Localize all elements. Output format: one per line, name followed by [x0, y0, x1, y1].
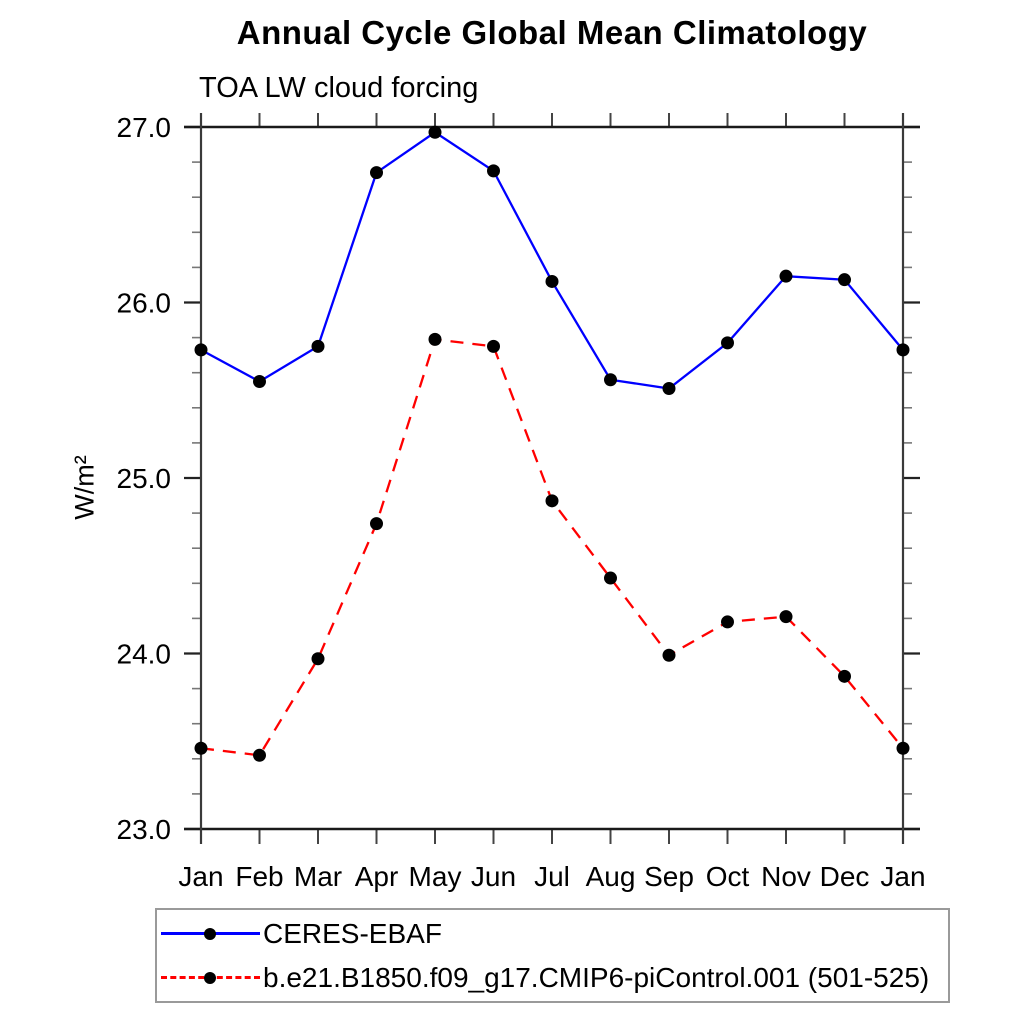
data-point-marker [428, 332, 442, 346]
x-tick-label: Feb [235, 861, 283, 892]
series-line [200, 338, 904, 757]
data-point-marker [545, 274, 559, 288]
data-point-marker [545, 494, 559, 508]
series-line [200, 130, 904, 390]
x-tick-label: Nov [761, 861, 811, 892]
legend-marker-dot-icon [204, 928, 216, 940]
data-point-marker [253, 374, 266, 388]
data-point-marker [896, 343, 910, 357]
x-tick-label: Oct [706, 861, 750, 892]
y-tick-label: 23.0 [117, 814, 172, 845]
x-tick-label: Apr [355, 861, 399, 892]
data-point-marker [721, 615, 734, 629]
x-tick-label: Jul [534, 861, 570, 892]
y-tick-label: 26.0 [117, 288, 172, 319]
data-point-marker [604, 373, 617, 387]
x-tick-label: Aug [586, 861, 636, 892]
data-point-marker [838, 273, 851, 287]
series-ceres-ebaf [194, 125, 910, 395]
legend-label-model: b.e21.B1850.f09_g17.CMIP6-piControl.001 … [263, 961, 930, 993]
data-point-marker [253, 748, 266, 762]
x-tick-label: Jun [471, 861, 516, 892]
data-point-marker [487, 339, 500, 353]
data-point-marker [838, 669, 851, 683]
legend-entry-ceres-ebaf: CERES-EBAF [161, 915, 948, 953]
chart-subtitle: TOA LW cloud forcing [199, 72, 479, 104]
data-point-marker [662, 648, 676, 662]
data-point-marker [779, 610, 793, 624]
data-point-marker [428, 125, 442, 139]
legend-line-dashed-icon [161, 972, 260, 984]
x-tick-label: Sep [644, 861, 694, 892]
data-point-marker [194, 343, 208, 357]
data-point-marker [487, 164, 500, 178]
data-point-marker [311, 339, 325, 353]
y-tick-label: 25.0 [117, 463, 172, 494]
data-point-marker [370, 166, 383, 180]
data-point-marker [370, 517, 383, 531]
x-tick-label: Dec [820, 861, 870, 892]
data-point-marker [721, 336, 734, 350]
legend-entry-model: b.e21.B1850.f09_g17.CMIP6-piControl.001 … [161, 959, 948, 997]
data-point-marker [604, 571, 617, 585]
legend-line-solid-icon [161, 928, 260, 940]
x-tick-label: May [409, 861, 462, 892]
y-tick-label: 27.0 [117, 112, 172, 143]
y-tick-label: 24.0 [117, 639, 172, 670]
x-tick-label: Mar [294, 861, 342, 892]
legend: CERES-EBAF b.e21.B1850.f09_g17.CMIP6-piC… [155, 908, 950, 1003]
legend-marker-dot-icon [204, 972, 216, 984]
data-point-marker [311, 652, 325, 666]
data-point-marker [194, 741, 208, 755]
series-model [194, 332, 910, 762]
data-point-marker [662, 381, 676, 395]
x-tick-label: Jan [178, 861, 223, 892]
data-point-marker [896, 741, 910, 755]
x-tick-label: Jan [880, 861, 925, 892]
legend-label-ceres-ebaf: CERES-EBAF [263, 917, 442, 949]
chart-title: Annual Cycle Global Mean Climatology [236, 14, 868, 51]
data-point-marker [779, 269, 793, 283]
